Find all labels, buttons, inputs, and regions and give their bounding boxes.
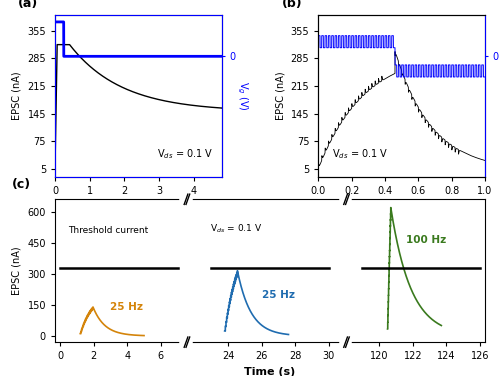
Text: V$_{ds}$ = 0.1 V: V$_{ds}$ = 0.1 V	[210, 223, 262, 235]
Text: 25 Hz: 25 Hz	[262, 290, 294, 300]
Text: (b): (b)	[282, 0, 302, 10]
Y-axis label: EPSC (nA): EPSC (nA)	[275, 71, 285, 120]
Y-axis label: EPSC (nA): EPSC (nA)	[12, 246, 22, 295]
Y-axis label: V$_g$ (V): V$_g$ (V)	[235, 81, 250, 111]
Text: 100 Hz: 100 Hz	[406, 235, 446, 245]
Text: V$_{ds}$ = 0.1 V: V$_{ds}$ = 0.1 V	[332, 147, 388, 161]
Y-axis label: EPSC (nA): EPSC (nA)	[12, 71, 22, 120]
Text: Threshold current: Threshold current	[68, 226, 148, 235]
Text: 25 Hz: 25 Hz	[110, 302, 144, 312]
X-axis label: Time (s): Time (s)	[244, 367, 296, 376]
Text: V$_{ds}$ = 0.1 V: V$_{ds}$ = 0.1 V	[157, 147, 214, 161]
Y-axis label: V$_g$ (V): V$_g$ (V)	[498, 81, 500, 111]
Text: (a): (a)	[18, 0, 38, 10]
X-axis label: Time (s): Time (s)	[376, 201, 428, 211]
Text: (c): (c)	[12, 178, 31, 191]
X-axis label: Time (s): Time (s)	[112, 201, 164, 211]
